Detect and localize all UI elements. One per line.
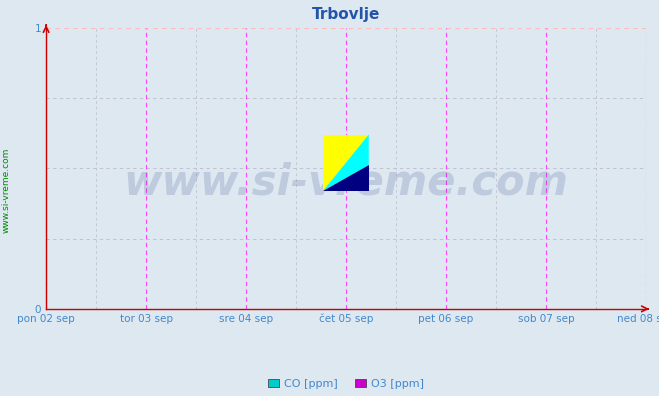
Legend: CO [ppm], O3 [ppm]: CO [ppm], O3 [ppm] xyxy=(263,374,429,393)
Title: Trbovlje: Trbovlje xyxy=(312,8,380,23)
Text: www.si-vreme.com: www.si-vreme.com xyxy=(2,147,11,233)
Text: www.si-vreme.com: www.si-vreme.com xyxy=(123,161,569,204)
Polygon shape xyxy=(323,135,369,191)
Polygon shape xyxy=(323,135,369,191)
Polygon shape xyxy=(323,166,369,191)
